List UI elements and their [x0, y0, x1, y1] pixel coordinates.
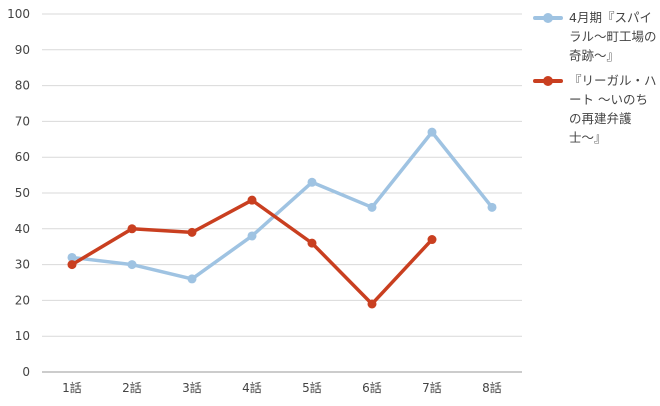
- data-point[interactable]: [367, 299, 377, 309]
- legend-swatch-spiral: [533, 13, 563, 23]
- data-point[interactable]: [67, 260, 77, 270]
- series-line-0: [70, 130, 494, 281]
- y-tick-label: 40: [15, 222, 30, 236]
- series-1: [67, 195, 437, 309]
- data-point[interactable]: [187, 227, 197, 237]
- data-point[interactable]: [247, 195, 257, 205]
- legend-item-spiral[interactable]: 4月期『スパイラル〜町工場の奇跡〜』: [533, 8, 658, 65]
- series-0: [67, 127, 497, 284]
- x-tick-label: 8話: [482, 380, 502, 395]
- series-layer: [67, 127, 497, 309]
- y-tick-label: 60: [15, 150, 30, 164]
- legend: 4月期『スパイラル〜町工場の奇跡〜』 『リーガル・ハート 〜いのちの再建弁護士〜…: [533, 8, 658, 153]
- legend-label-spiral: 4月期『スパイラル〜町工場の奇跡〜』: [569, 10, 657, 63]
- legend-item-legal-heart[interactable]: 『リーガル・ハート 〜いのちの再建弁護士〜』: [533, 71, 658, 147]
- data-point[interactable]: [67, 252, 77, 262]
- y-tick-label: 50: [15, 186, 30, 200]
- legend-swatch-legal-heart: [533, 76, 563, 86]
- legend-label-legal-heart: 『リーガル・ハート 〜いのちの再建弁護士〜』: [569, 73, 657, 145]
- y-tick-label: 100: [7, 7, 30, 21]
- gridlines: [42, 13, 522, 373]
- y-axis: 0 10 20 30 40 50 60 70 80 90 100: [7, 7, 30, 379]
- x-tick-label: 7話: [422, 380, 442, 395]
- y-tick-label: 30: [15, 258, 30, 272]
- x-tick-label: 5話: [302, 380, 322, 395]
- x-tick-label: 4話: [242, 380, 262, 395]
- y-tick-label: 70: [15, 114, 30, 128]
- x-axis: 1話 2話 3話 4話 5話 6話 7話 8話: [62, 380, 502, 395]
- data-point[interactable]: [127, 224, 137, 234]
- data-point[interactable]: [247, 231, 257, 241]
- data-point[interactable]: [367, 202, 377, 212]
- y-tick-label: 10: [15, 329, 30, 343]
- data-point[interactable]: [427, 235, 437, 245]
- data-point[interactable]: [307, 177, 317, 187]
- x-tick-label: 6話: [362, 380, 382, 395]
- y-tick-label: 90: [15, 43, 30, 57]
- data-point[interactable]: [427, 127, 437, 137]
- data-point[interactable]: [307, 238, 317, 248]
- data-point[interactable]: [487, 202, 497, 212]
- x-tick-label: 1話: [62, 380, 82, 395]
- data-point[interactable]: [127, 260, 137, 270]
- y-tick-label: 20: [15, 293, 30, 307]
- y-tick-label: 80: [15, 79, 30, 93]
- x-tick-label: 3話: [182, 380, 202, 395]
- series-line-1: [70, 198, 434, 306]
- data-point[interactable]: [187, 274, 197, 284]
- y-tick-label: 0: [22, 365, 30, 379]
- x-tick-label: 2話: [122, 380, 142, 395]
